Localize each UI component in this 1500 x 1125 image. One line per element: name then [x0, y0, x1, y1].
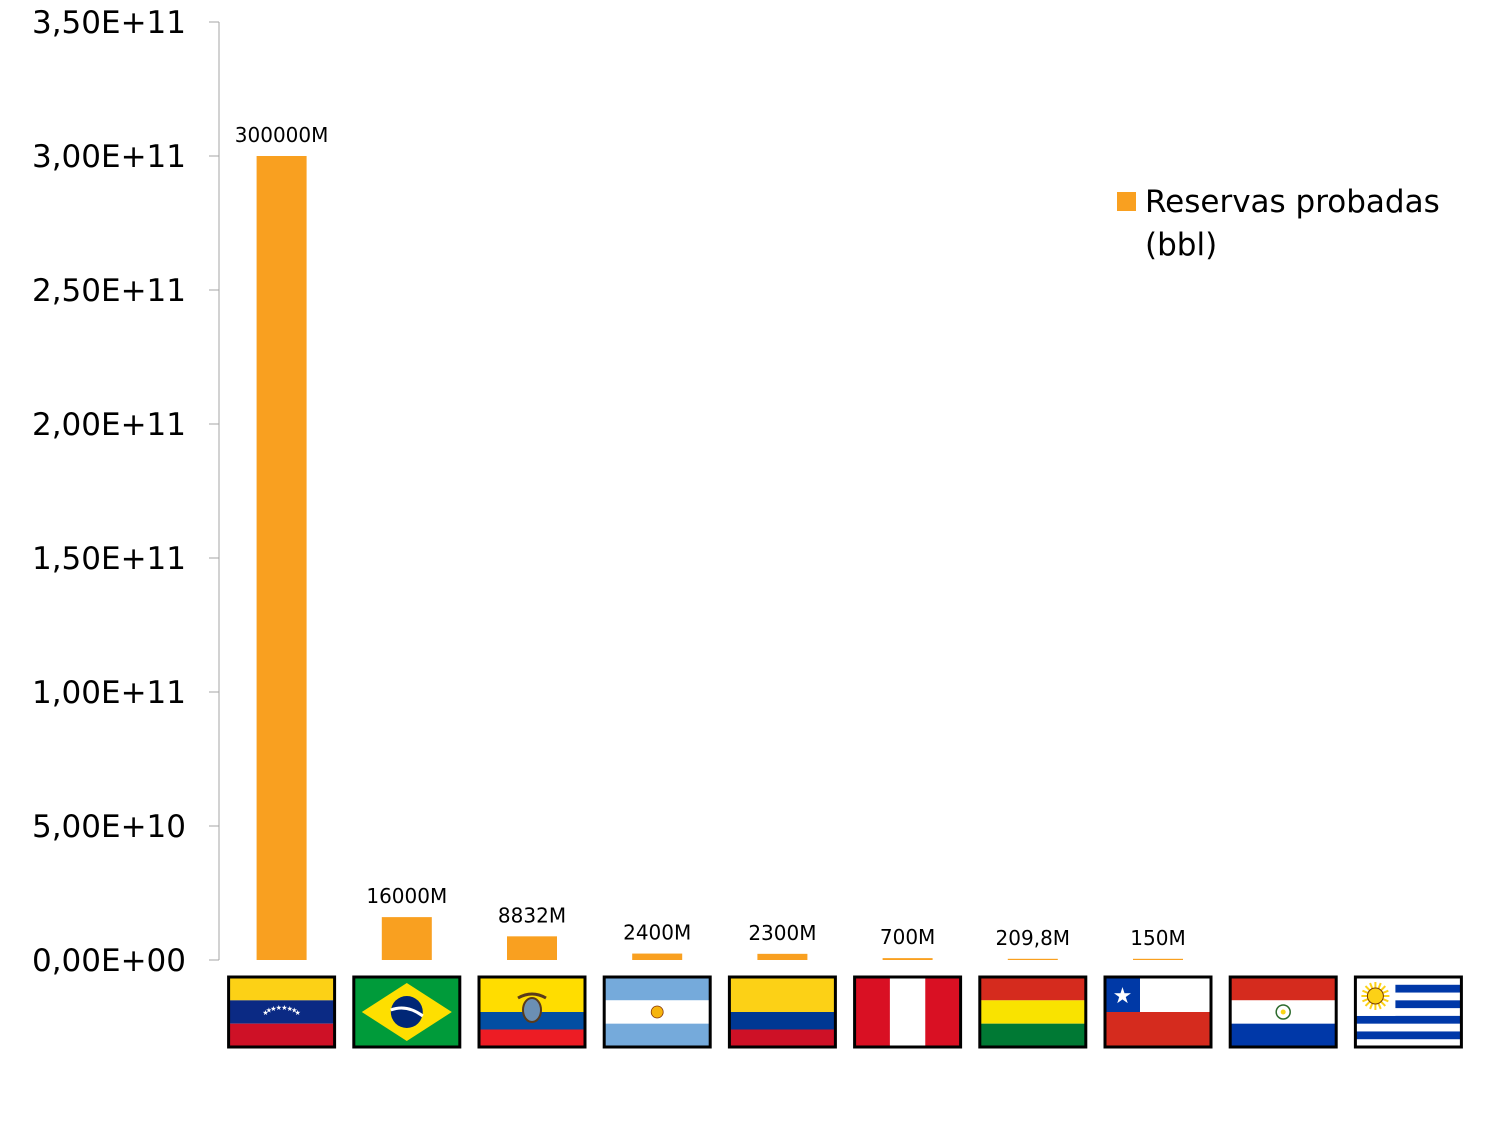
data-labels: 300000M 16000M 8832M 2400M 2300M 700M 209,8M 15… [235, 123, 1186, 950]
ecuador-flag-icon [477, 975, 587, 1049]
data-label: 700M [880, 925, 935, 949]
bar [256, 156, 307, 960]
argentina-flag-icon [602, 975, 712, 1049]
y-tick-label: 1,00E+11 [32, 675, 186, 711]
bolivia-flag-icon [978, 975, 1088, 1049]
svg-text:★: ★ [1113, 984, 1133, 1009]
colombia-flag-icon [727, 975, 837, 1049]
legend: Reservas probadas (bbl) [1117, 184, 1440, 263]
y-tick-label: 2,50E+11 [32, 273, 186, 309]
bar [507, 936, 557, 960]
bar [882, 958, 933, 960]
legend-label-line-1: Reservas probadas [1145, 184, 1440, 220]
bar [632, 953, 683, 960]
paraguay-flag-icon [1228, 975, 1338, 1049]
svg-text:★: ★ [262, 1009, 268, 1017]
svg-text:★: ★ [281, 1004, 287, 1012]
data-label: 16000M [366, 884, 447, 908]
bar [1133, 958, 1183, 960]
y-tick-label: 2,00E+11 [32, 407, 186, 443]
legend-swatch [1117, 192, 1136, 211]
brazil-flag-icon [352, 975, 462, 1049]
bar [757, 953, 808, 960]
bars [256, 156, 1183, 960]
data-label: 2300M [748, 921, 816, 945]
bar [381, 917, 432, 960]
venezuela-flag-icon: ★★★ ★ ★ ★★★ [227, 975, 337, 1049]
svg-text:★: ★ [291, 1007, 297, 1015]
svg-text:★: ★ [287, 1005, 293, 1013]
peru-flag-icon [853, 975, 963, 1049]
svg-text:★: ★ [294, 1009, 300, 1017]
data-label: 8832M [498, 903, 566, 927]
y-tick-label: 0,00E+00 [32, 943, 186, 979]
uruguay-flag-icon [1353, 975, 1463, 1049]
y-tick-label: 5,00E+10 [32, 809, 186, 845]
svg-text:★: ★ [270, 1005, 276, 1013]
legend-label-line-2: (bbl) [1145, 227, 1217, 263]
data-label: 150M [1130, 926, 1185, 950]
y-tick-label: 1,50E+11 [32, 541, 186, 577]
bar [1007, 958, 1058, 960]
chile-flag-icon: ★ [1103, 975, 1213, 1049]
data-label: 209,8M [996, 926, 1071, 950]
country-flags: ★★★ ★ ★ ★★★★ [227, 975, 1463, 1049]
y-tick-label: 3,00E+11 [32, 139, 186, 175]
y-axis: 0,00E+00 5,00E+10 1,00E+11 1,50E+11 2,00E+11… [32, 5, 220, 979]
svg-text:★: ★ [276, 1004, 282, 1012]
data-label: 2400M [623, 921, 691, 945]
y-tick-label: 3,50E+11 [32, 5, 186, 41]
svg-text:★: ★ [266, 1007, 272, 1015]
data-label: 300000M [235, 123, 329, 147]
